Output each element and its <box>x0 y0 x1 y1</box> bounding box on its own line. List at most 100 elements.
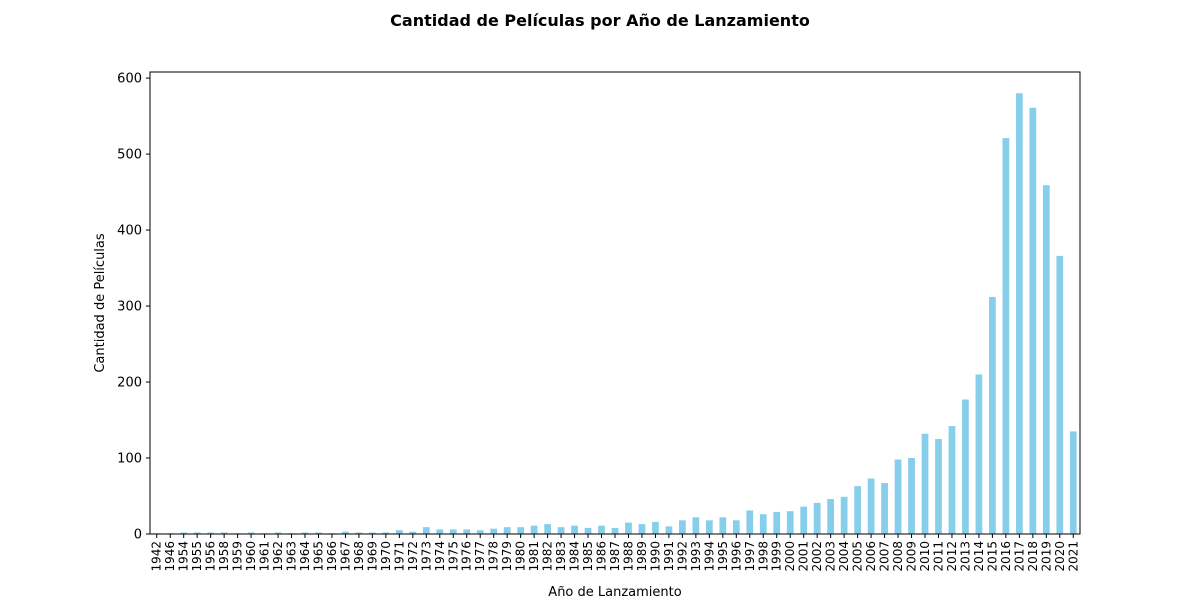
bar-1973 <box>422 527 430 534</box>
x-tick-label-1982: 1982 <box>541 541 555 572</box>
bar-1981 <box>530 525 538 534</box>
bar-2007 <box>881 483 888 534</box>
x-tick-label-2000: 2000 <box>783 541 797 572</box>
bar-2021 <box>1069 431 1077 534</box>
x-tick-label-2004: 2004 <box>837 541 851 572</box>
x-tick-label-2012: 2012 <box>945 541 959 572</box>
plot-area-frame <box>149 71 1081 535</box>
x-tick-label-1985: 1985 <box>581 541 595 572</box>
x-tick-label-2011: 2011 <box>931 541 945 572</box>
x-tick-label-1999: 1999 <box>770 541 784 572</box>
x-tick-label-1993: 1993 <box>689 541 703 572</box>
x-tick-label-1942: 1942 <box>150 541 164 572</box>
bar-1990 <box>652 521 659 534</box>
x-tick-label-1955: 1955 <box>190 541 204 572</box>
bars-group <box>153 93 1077 535</box>
x-tick-label-1959: 1959 <box>231 541 245 572</box>
x-tick-label-1988: 1988 <box>621 541 635 572</box>
x-tick-label-1971: 1971 <box>392 541 406 572</box>
bar-2015 <box>989 296 996 534</box>
bar-1967 <box>342 531 349 534</box>
x-tick-label-1956: 1956 <box>204 541 218 572</box>
x-tick-label-1978: 1978 <box>487 541 501 572</box>
bar-2000 <box>786 511 794 534</box>
x-tick-label-2001: 2001 <box>797 541 811 572</box>
y-tick-label-400: 400 <box>117 224 142 239</box>
bar-1988 <box>625 522 632 534</box>
bar-1965 <box>315 532 322 534</box>
bar-1968 <box>355 532 363 534</box>
bar-2014 <box>975 374 983 534</box>
bar-1974 <box>436 529 444 534</box>
x-tick-label-1963: 1963 <box>285 541 299 572</box>
x-tick-label-1970: 1970 <box>379 541 393 572</box>
y-axis-label: Cantidad de Películas <box>93 233 108 373</box>
bar-1955 <box>193 532 201 534</box>
bar-2008 <box>894 459 902 534</box>
x-tick-label-1974: 1974 <box>433 541 447 572</box>
y-tick-label-600: 600 <box>117 72 142 87</box>
x-tick-label-1995: 1995 <box>716 541 730 572</box>
x-tick-label-1976: 1976 <box>460 541 474 572</box>
bar-1983 <box>557 527 565 534</box>
y-tick-label-500: 500 <box>117 148 142 163</box>
x-tick-label-1994: 1994 <box>702 541 716 572</box>
x-tick-label-2018: 2018 <box>1026 541 1040 572</box>
bar-2018 <box>1029 107 1037 535</box>
x-tick-label-2019: 2019 <box>1039 541 1053 572</box>
x-tick-label-2010: 2010 <box>918 541 932 572</box>
bar-2009 <box>908 458 915 534</box>
y-tick-label-200: 200 <box>117 376 142 391</box>
bar-1993 <box>692 517 700 534</box>
bar-2005 <box>854 486 861 534</box>
bar-1979 <box>503 527 511 534</box>
bar-1958 <box>220 532 228 534</box>
bar-2006 <box>867 478 875 534</box>
x-tick-label-1984: 1984 <box>568 541 582 572</box>
bar-1962 <box>274 532 282 534</box>
x-tick-label-1946: 1946 <box>163 541 177 572</box>
bar-1971 <box>395 530 403 534</box>
y-tick-label-0: 0 <box>134 528 142 543</box>
x-tick-label-1986: 1986 <box>595 541 609 572</box>
x-tick-label-1964: 1964 <box>298 541 312 572</box>
bar-1989 <box>638 524 646 534</box>
x-tick-label-2014: 2014 <box>972 541 986 572</box>
x-tick-label-2020: 2020 <box>1053 541 1067 572</box>
x-tick-label-1965: 1965 <box>311 541 325 572</box>
chart-title: Cantidad de Películas por Año de Lanzami… <box>390 11 810 30</box>
x-tick-label-1968: 1968 <box>352 541 366 572</box>
x-axis-ticks: 1942 1946 1954 1955 1956 1958 1959 1960 1961 1962… <box>150 534 1080 572</box>
bar-2001 <box>800 506 808 534</box>
x-tick-label-1960: 1960 <box>244 541 258 572</box>
x-tick-label-1996: 1996 <box>729 541 743 572</box>
bar-1985 <box>584 527 592 534</box>
bar-1970 <box>382 532 390 534</box>
bar-1977 <box>476 530 484 534</box>
x-tick-label-1954: 1954 <box>177 541 191 572</box>
bar-1997 <box>746 510 754 534</box>
bar-1991 <box>665 526 673 534</box>
x-tick-label-1973: 1973 <box>419 541 433 572</box>
bar-1987 <box>611 527 619 534</box>
bar-2017 <box>1015 93 1023 534</box>
bar-1986 <box>598 525 605 534</box>
bar-1972 <box>409 531 417 534</box>
bar-2003 <box>827 499 835 534</box>
bar-1969 <box>369 532 376 534</box>
bar-1956 <box>207 532 215 534</box>
x-tick-label-1981: 1981 <box>527 541 541 572</box>
x-tick-label-2008: 2008 <box>891 541 905 572</box>
x-tick-label-1991: 1991 <box>662 541 676 572</box>
bar-1954 <box>180 532 188 534</box>
bar-1982 <box>544 524 551 534</box>
x-tick-label-2013: 2013 <box>958 541 972 572</box>
y-axis-ticks: 0 100 200 300 400 500 600 <box>117 72 150 543</box>
bar-1994 <box>705 520 713 534</box>
x-tick-label-1972: 1972 <box>406 541 420 572</box>
x-tick-label-1979: 1979 <box>500 541 514 572</box>
x-tick-label-2002: 2002 <box>810 541 824 572</box>
bar-1960 <box>247 532 255 534</box>
